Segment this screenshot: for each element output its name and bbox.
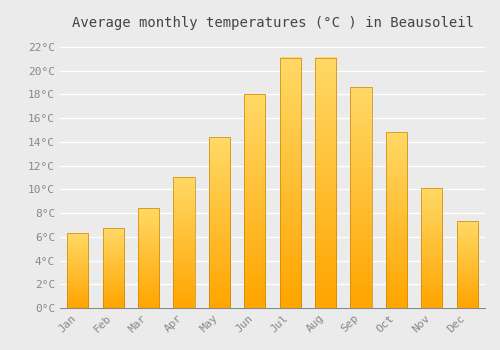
Bar [102,229,124,308]
Bar [138,208,159,308]
Bar [174,177,195,308]
Bar [456,221,478,308]
Bar [280,57,301,308]
Bar [244,94,266,308]
Bar [67,233,88,308]
Title: Average monthly temperatures (°C ) in Beausoleil: Average monthly temperatures (°C ) in Be… [72,16,473,30]
Bar [315,57,336,308]
Bar [209,137,230,308]
Bar [421,188,442,308]
Bar [350,87,372,308]
Bar [386,132,407,308]
